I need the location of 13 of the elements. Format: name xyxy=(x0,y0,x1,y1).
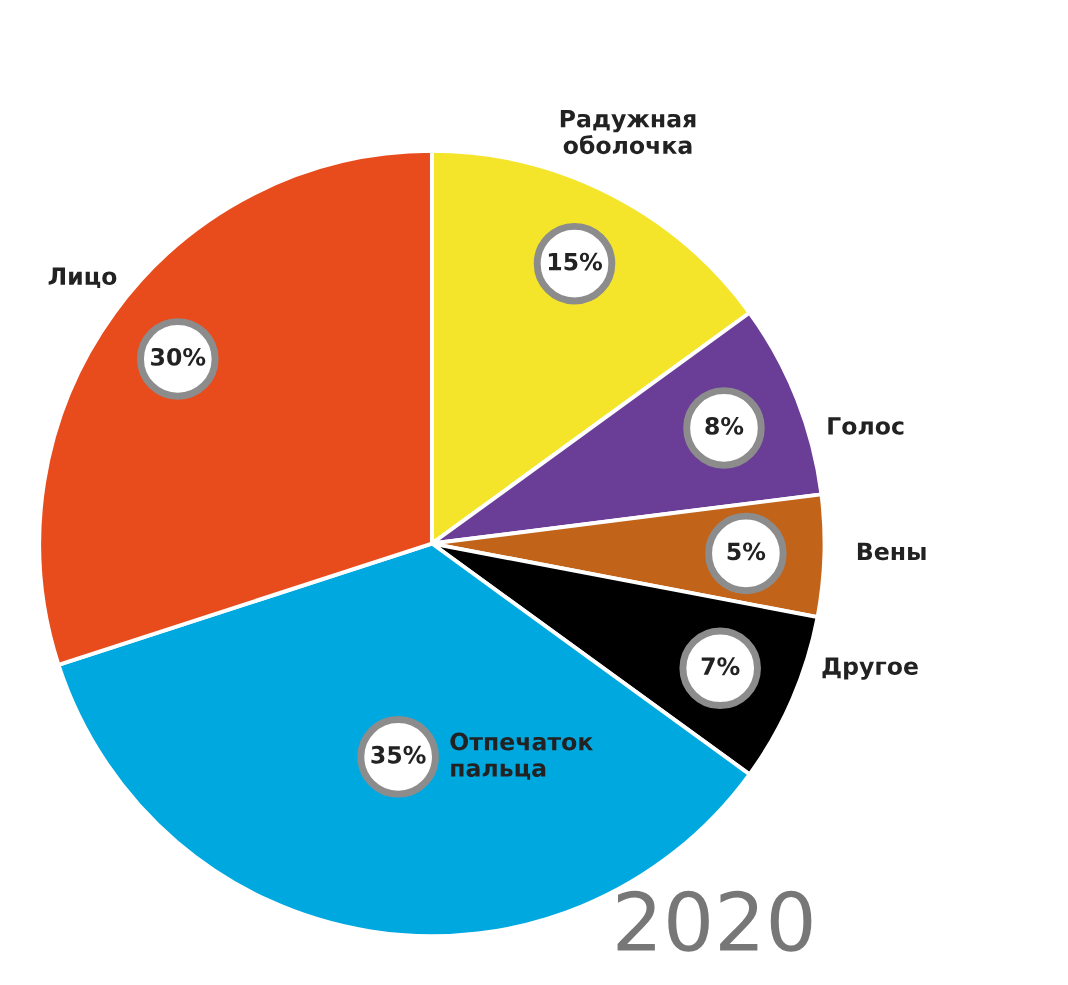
data-label: 8% xyxy=(705,416,744,435)
slice-label: Лицо xyxy=(48,267,117,289)
slice-label: Другое xyxy=(822,657,918,680)
slice-label: Отпечаток пальца xyxy=(450,732,593,780)
data-label: 5% xyxy=(727,542,766,561)
slice-label: Вены xyxy=(857,542,926,561)
data-label: 30% xyxy=(151,347,206,366)
data-label: 35% xyxy=(371,745,426,764)
slice-label: Радужная оболочка xyxy=(560,109,696,155)
data-label: 7% xyxy=(701,657,740,676)
text: 2020 xyxy=(617,890,812,952)
slice-label: Голос xyxy=(828,417,904,435)
data-label: 15% xyxy=(548,252,603,271)
